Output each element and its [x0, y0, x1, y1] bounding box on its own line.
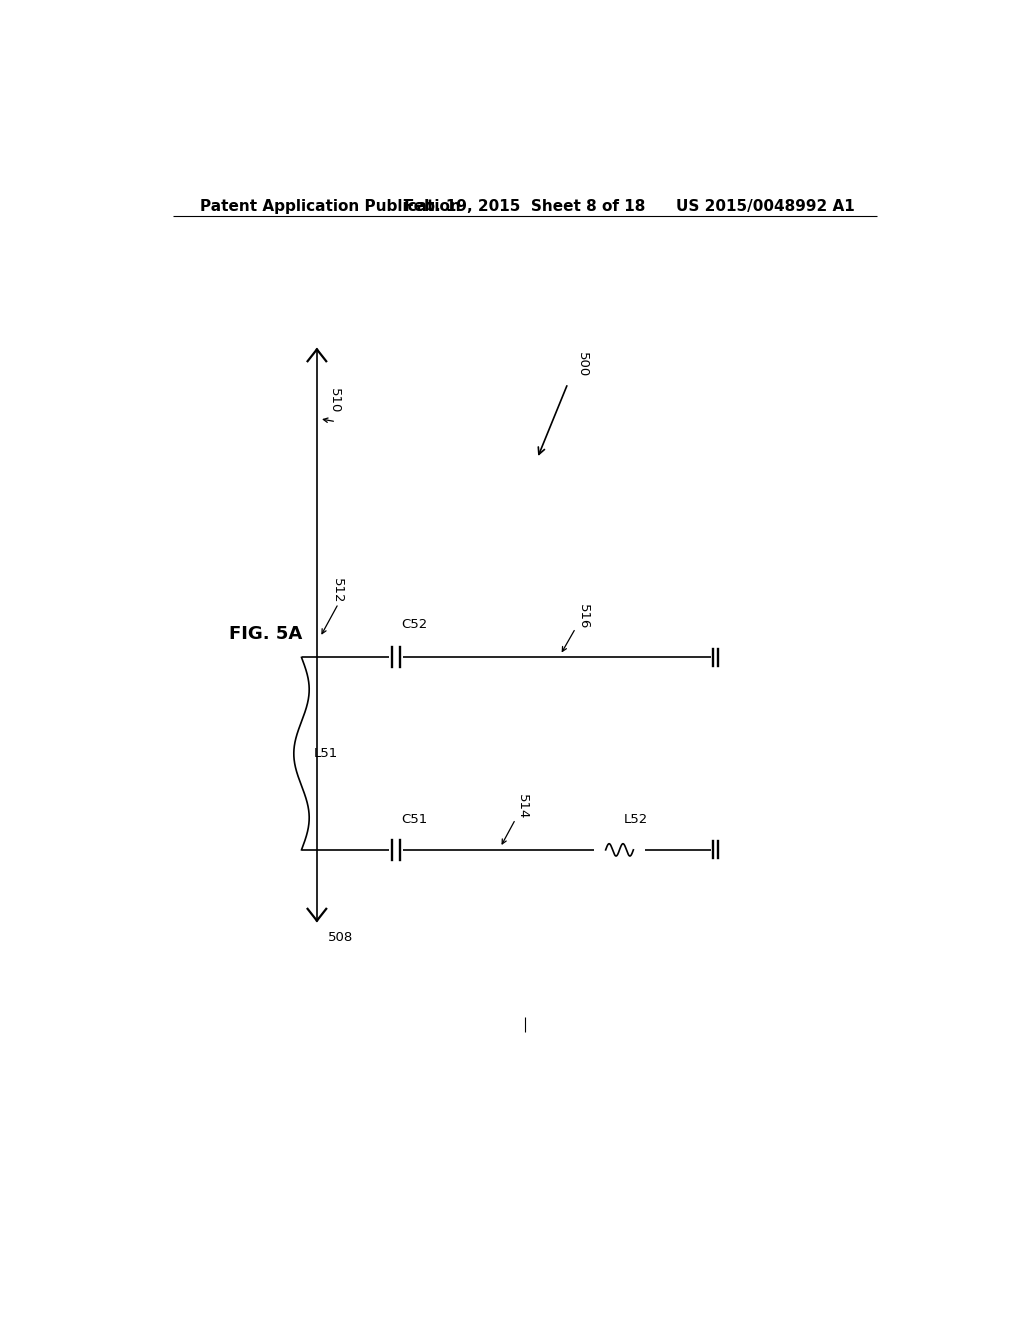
Text: 508: 508: [328, 931, 353, 944]
Text: 512: 512: [331, 578, 344, 603]
Text: 500: 500: [575, 352, 589, 378]
Text: 516: 516: [578, 603, 590, 630]
Text: Patent Application Publication: Patent Application Publication: [200, 198, 461, 214]
Text: 514: 514: [515, 795, 528, 820]
Text: 510: 510: [328, 388, 341, 413]
Text: C52: C52: [400, 618, 427, 631]
Text: C51: C51: [400, 813, 427, 825]
Text: L51: L51: [313, 747, 338, 760]
Text: L52: L52: [625, 813, 648, 825]
Text: FIG. 5A: FIG. 5A: [229, 626, 302, 643]
Text: US 2015/0048992 A1: US 2015/0048992 A1: [676, 198, 854, 214]
Text: Feb. 19, 2015  Sheet 8 of 18: Feb. 19, 2015 Sheet 8 of 18: [404, 198, 645, 214]
